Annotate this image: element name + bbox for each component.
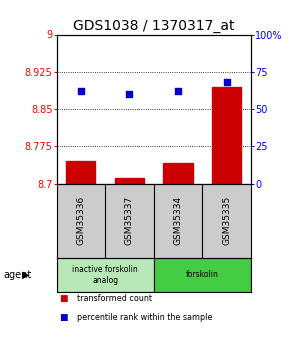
Text: transformed count: transformed count xyxy=(77,294,152,303)
Bar xyxy=(212,87,241,184)
Text: agent: agent xyxy=(3,270,31,280)
Title: GDS1038 / 1370317_at: GDS1038 / 1370317_at xyxy=(73,19,234,33)
Text: GSM35336: GSM35336 xyxy=(76,196,85,246)
Text: GSM35337: GSM35337 xyxy=(125,196,134,246)
Point xyxy=(79,88,83,94)
Bar xyxy=(154,258,251,292)
Point xyxy=(176,88,180,94)
Text: forskolin: forskolin xyxy=(186,270,219,279)
Text: ▶: ▶ xyxy=(22,270,29,280)
Bar xyxy=(57,258,154,292)
Text: ■: ■ xyxy=(59,313,68,322)
Bar xyxy=(164,163,193,184)
Text: ■: ■ xyxy=(59,294,68,303)
Point xyxy=(127,91,132,97)
Bar xyxy=(66,161,95,184)
Point xyxy=(224,79,229,85)
Text: GSM35335: GSM35335 xyxy=(222,196,231,246)
Bar xyxy=(115,178,144,184)
Text: percentile rank within the sample: percentile rank within the sample xyxy=(77,313,212,322)
Text: GSM35334: GSM35334 xyxy=(173,196,182,245)
Text: inactive forskolin
analog: inactive forskolin analog xyxy=(72,265,138,285)
